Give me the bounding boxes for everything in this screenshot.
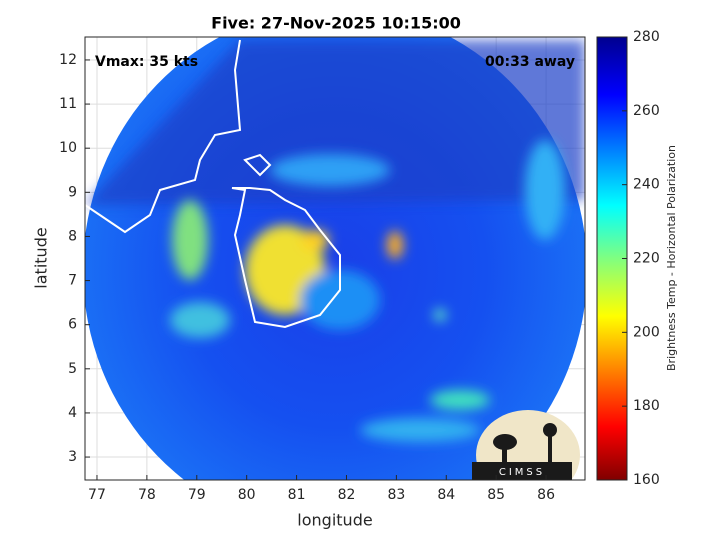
cold-sky [85,40,585,205]
colorbar-tick-label: 280 [633,29,660,45]
x-tick-label: 77 [88,487,106,503]
y-tick-label: 7 [68,273,77,289]
axes-frame [84,36,586,481]
y-tick-label: 12 [59,52,77,68]
away: 00:33 away [485,54,575,70]
y-tick-label: 3 [68,449,77,465]
y-tick-label: 11 [59,96,77,112]
x-tick-label: 86 [537,487,555,503]
title: Five: 27-Nov-2025 10:15:00 [211,14,461,33]
colorbar-tick-label: 200 [633,324,660,340]
rain-bands [170,140,565,442]
x-tick-label: 84 [437,487,455,503]
y-tick-label: 9 [68,184,77,200]
x-tick-label: 85 [487,487,505,503]
x-tick-label: 80 [238,487,256,503]
imagery: CIMSS [85,37,585,480]
x-tick-label: 78 [138,487,156,503]
x-tick-label: 82 [338,487,356,503]
y-tick-label: 4 [68,405,77,421]
colorbar-tick-label: 180 [633,398,660,414]
y-label: latitude [32,227,51,288]
y-tick-label: 5 [68,361,77,377]
coastline [85,39,341,329]
x-label: longitude [297,511,372,530]
x-tick-label: 83 [387,487,405,503]
colorbar-tick-label: 260 [633,103,660,119]
colorbar-tick-label: 220 [633,251,660,267]
colorbar-label: Brightness Temp - Horizontal Polarizatio… [665,145,678,371]
colorbar-tick-label: 160 [633,472,660,488]
y-tick-label: 8 [68,228,77,244]
y-tick-label: 6 [68,317,77,333]
vmax: Vmax: 35 kts [95,54,198,70]
cimss-logo: CIMSS [472,410,580,480]
x-tick-label: 79 [188,487,206,503]
x-tick-label: 81 [288,487,306,503]
y-tick-label: 10 [59,140,77,156]
colorbar-tick-label: 240 [633,177,660,193]
logo-text: CIMSS [499,467,545,478]
